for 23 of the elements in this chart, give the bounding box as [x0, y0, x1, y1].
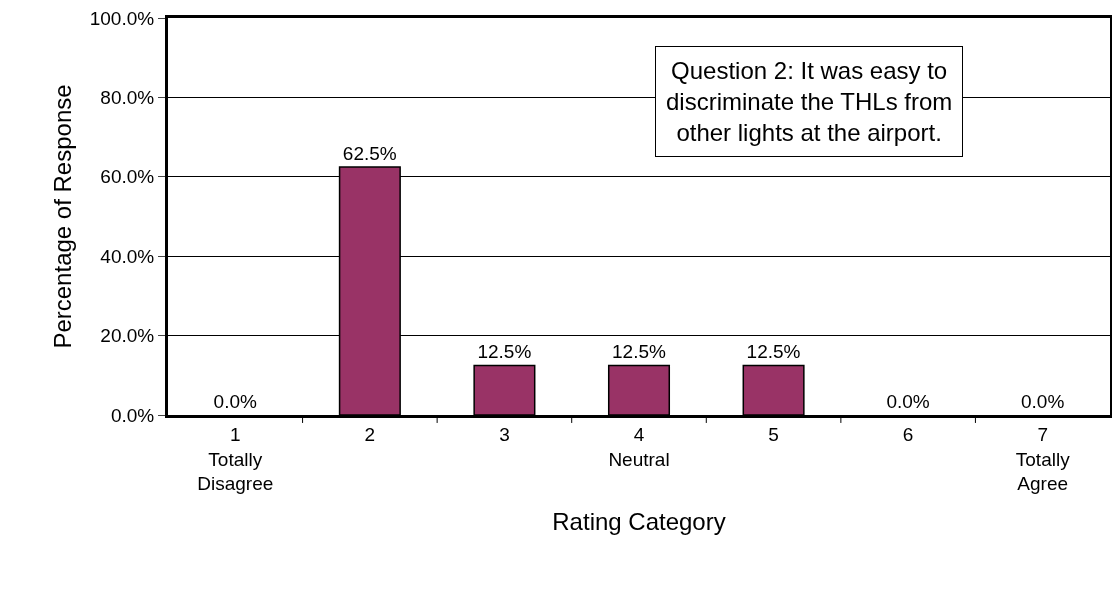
y-tick-label: 100.0%	[89, 7, 155, 29]
x-tick-label: 3	[499, 423, 510, 445]
x-axis-title: Rating Category	[552, 507, 726, 535]
data-label: 0.0%	[1021, 391, 1065, 412]
x-tick-label: 4 Neutral	[608, 423, 670, 470]
data-label: 12.5%	[477, 341, 532, 363]
x-tick-label: 6	[902, 423, 914, 445]
y-tick-label: 40.0%	[100, 245, 155, 267]
data-label: 0.0%	[213, 391, 257, 412]
data-label: 12.5%	[612, 341, 666, 363]
x-tick-label: 2	[364, 423, 376, 445]
y-tick-label: 60.0%	[100, 166, 155, 188]
annotation: Question 2: It was easy to discriminate the THLs from other lights at the airport.	[666, 57, 953, 147]
y-tick-label: 80.0%	[100, 87, 155, 109]
data-label: 0.0%	[886, 391, 930, 412]
y-axis-title: Percentage of Response	[48, 84, 76, 349]
x-tick-label: 7 Totally Agree	[1015, 423, 1071, 495]
y-tick-label: 0.0%	[110, 404, 155, 426]
data-label: 12.5%	[746, 341, 801, 363]
data-label: 62.5%	[342, 142, 397, 164]
x-tick-label: 1 Totally Disagree	[197, 423, 274, 495]
y-tick-label: 20.0%	[100, 325, 155, 347]
x-tick-label: 5	[768, 423, 779, 445]
